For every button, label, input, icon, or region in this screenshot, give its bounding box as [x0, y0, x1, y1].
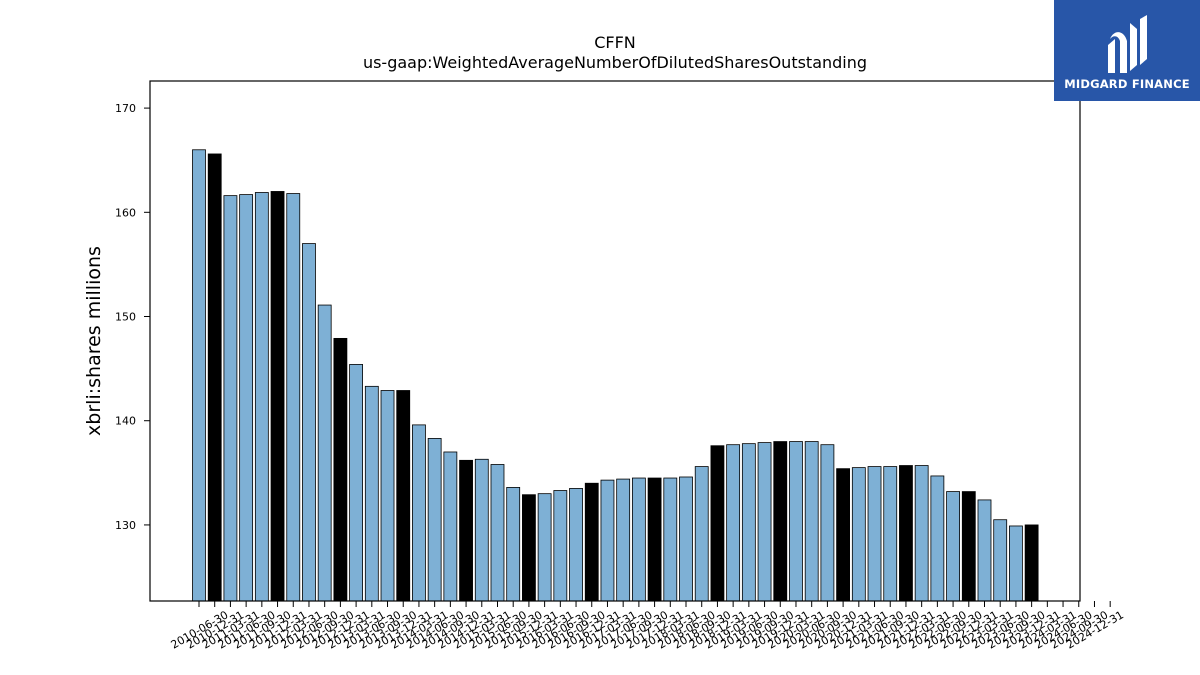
bar-2014-06-30 [443, 451, 458, 602]
bar-2023-03-31 [993, 519, 1008, 602]
bar-2012-03-31 [302, 243, 316, 602]
bar-2010-06-30 [192, 149, 206, 602]
bar-2016-12-31 [600, 479, 615, 602]
bar-2017-09-30 [647, 477, 662, 602]
bar-2020-03-31 [804, 441, 819, 602]
bar-2010-09-30 [207, 153, 222, 602]
bar-2011-03-31 [239, 194, 254, 602]
bar-2019-09-30 [773, 441, 788, 602]
bar-2016-09-30 [584, 482, 599, 602]
y-axis-ticks: 130 140 150 160 170 [115, 102, 150, 532]
bar-2011-09-30 [270, 191, 285, 602]
bar-2018-03-31 [679, 476, 693, 602]
bar-2013-12-31 [412, 424, 426, 602]
bar-2020-12-31 [851, 467, 866, 602]
bar-2013-09-30 [396, 390, 411, 602]
bar-2019-06-30 [757, 442, 772, 602]
bar-2011-06-30 [254, 192, 269, 602]
bar-2018-06-30 [694, 466, 709, 602]
logo-text: MIDGARD FINANCE [1064, 76, 1190, 91]
y-tick-label-130: 130 [115, 519, 136, 532]
bar-2016-03-31 [553, 490, 568, 602]
bar-2020-09-30 [836, 468, 851, 602]
x-axis-ticks: 2010-06-302010-12-312011-03-312011-06-30… [169, 601, 1126, 652]
bar-2015-09-30 [522, 494, 536, 602]
bar-2021-12-31 [914, 465, 929, 602]
bar-2019-12-31 [789, 441, 803, 602]
midgard-finance-logo: MIDGARD FINANCE [1054, 0, 1200, 101]
bar-2013-06-30 [380, 390, 395, 602]
bar-2022-03-31 [930, 475, 945, 602]
bar-2023-09-30 [1024, 524, 1039, 602]
bar-2010-12-31 [223, 195, 238, 602]
bar-2014-03-31 [427, 438, 442, 602]
bar-2022-06-30 [946, 491, 960, 602]
bar-2020-06-30 [820, 444, 835, 602]
bar-2022-09-30 [961, 491, 976, 602]
chart-subtitle: us-gaap:WeightedAverageNumberOfDilutedSh… [363, 53, 867, 72]
bar-2015-03-31 [490, 464, 505, 602]
bar-2017-12-31 [663, 477, 678, 602]
midgard-finance-logo-icon [1108, 14, 1147, 73]
plot-frame [149, 80, 1081, 602]
bars-group [192, 149, 1039, 602]
bar-2016-06-30 [569, 488, 583, 602]
bar-2021-06-30 [883, 466, 898, 602]
bar-2022-12-31 [977, 499, 992, 602]
bar-2012-12-31 [349, 364, 364, 602]
y-tick-label-150: 150 [115, 311, 136, 324]
bar-2012-09-30 [333, 337, 348, 602]
y-tick-label-140: 140 [115, 415, 136, 428]
bar-2017-03-31 [616, 478, 631, 602]
y-tick-label-170: 170 [115, 102, 136, 115]
bar-2015-12-31 [537, 493, 552, 602]
y-axis-label: xbrli:shares millions [83, 246, 105, 436]
bar-2012-06-30 [317, 304, 332, 602]
bar-2014-09-30 [459, 459, 473, 602]
bar-2011-12-31 [286, 193, 301, 602]
bar-2023-06-30 [1009, 525, 1023, 602]
bar-2013-03-31 [364, 385, 379, 602]
bar-2018-12-31 [726, 444, 741, 602]
y-tick-label-160: 160 [115, 206, 136, 219]
bar-2014-12-31 [474, 458, 489, 602]
bar-2017-06-30 [631, 477, 646, 602]
bar-2015-06-30 [506, 487, 521, 602]
bar-2018-09-30 [710, 445, 725, 602]
bar-2019-03-31 [741, 443, 756, 602]
bar-2021-03-31 [867, 466, 882, 602]
chart-title: CFFN [594, 33, 636, 52]
bar-2021-09-30 [899, 465, 913, 602]
